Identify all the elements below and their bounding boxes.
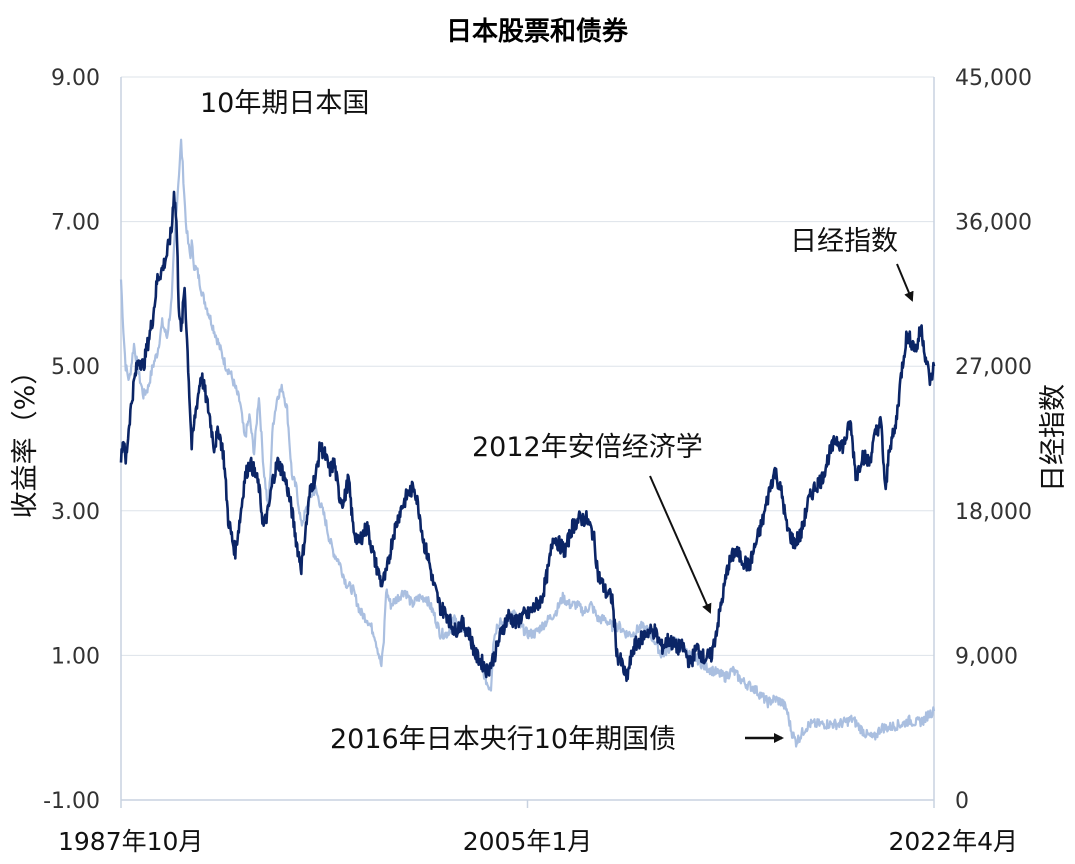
y-tick-label-right: 18,000 [955, 500, 1032, 525]
y-tick-label-right: 36,000 [955, 211, 1032, 236]
y-tick-label-left: 3.00 [51, 500, 100, 525]
annotation-abenomics: 2012年安倍经济学 [472, 432, 703, 463]
y-tick-label-left: -1.00 [43, 789, 100, 814]
annotation-jgb-label: 10年期日本国 [200, 88, 369, 119]
right-y-axis: 45,000 36,000 27,000 18,000 9,000 0 [955, 66, 1032, 814]
y-tick-label-right: 45,000 [955, 66, 1032, 91]
y-tick-label-left: 5.00 [51, 355, 100, 380]
x-axis: 1987年10月 2005年1月 2022年4月 [58, 800, 1018, 856]
y-tick-label-right: 27,000 [955, 355, 1032, 380]
arrow-abenomics [649, 475, 712, 614]
y-tick-label-left: 1.00 [51, 644, 100, 669]
arrow-nikkei [896, 263, 914, 302]
left-y-axis: 9.00 7.00 5.00 3.00 1.00 -1.00 [43, 66, 100, 814]
annotation-nikkei-label: 日经指数 [790, 226, 898, 257]
series-line-nikkei [119, 190, 936, 683]
series-line-jgb-10y [119, 138, 936, 748]
y-tick-label-left: 9.00 [51, 66, 100, 91]
annotation-boj: 2016年日本央行10年期国债 [330, 724, 676, 755]
y-tick-label-right: 0 [955, 789, 969, 814]
y-tick-label-right: 9,000 [955, 644, 1018, 669]
chart-title: 日本股票和债券 [446, 17, 629, 47]
x-tick-label: 2005年1月 [463, 827, 593, 856]
y-axis-label-right: 日经指数 [1038, 384, 1069, 492]
x-tick-label: 2022年4月 [888, 827, 1018, 856]
x-tick-label: 1987年10月 [58, 827, 203, 856]
y-axis-label-left: 收益率（%） [10, 358, 41, 519]
y-tick-label-left: 7.00 [51, 211, 100, 236]
grid [121, 76, 934, 656]
